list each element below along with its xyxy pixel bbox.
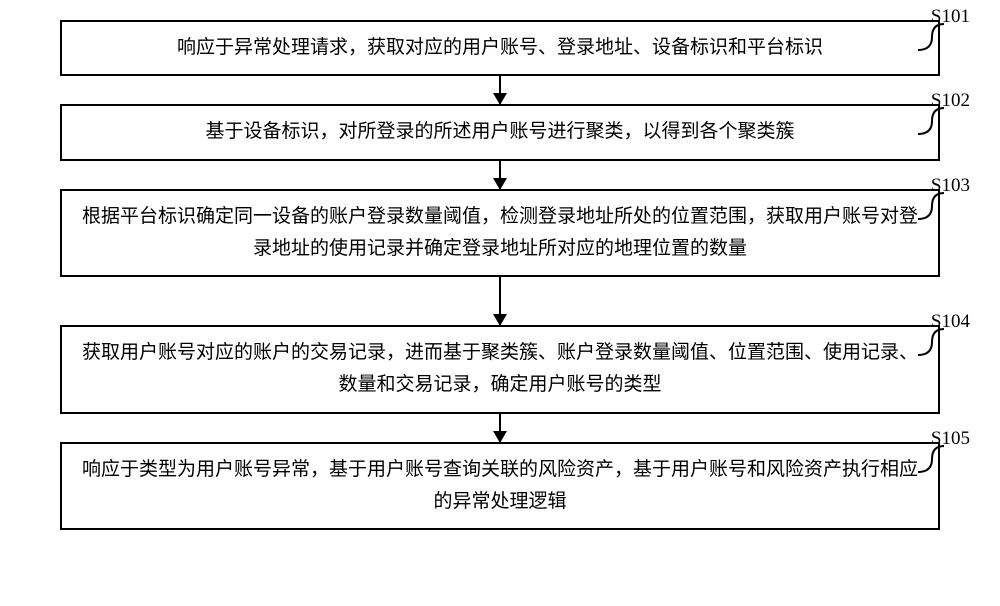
step-s103: 根据平台标识确定同一设备的账户登录数量阈值，检测登录地址所处的位置范围，获取用户… <box>30 189 970 278</box>
step-s104: 获取用户账号对应的账户的交易记录，进而基于聚类簇、账户登录数量阈值、位置范围、使… <box>30 325 970 414</box>
step-text: 响应于异常处理请求，获取对应的用户账号、登录地址、设备标识和平台标识 <box>177 32 823 64</box>
arrow-icon <box>499 76 501 104</box>
step-label: S105 <box>931 428 970 450</box>
step-label: S101 <box>931 6 970 28</box>
step-text: 获取用户账号对应的账户的交易记录，进而基于聚类簇、账户登录数量阈值、位置范围、使… <box>80 337 920 402</box>
step-text: 基于设备标识，对所登录的所述用户账号进行聚类，以得到各个聚类簇 <box>205 116 794 148</box>
flowchart-container: 响应于异常处理请求，获取对应的用户账号、登录地址、设备标识和平台标识 S101 … <box>30 20 970 530</box>
step-box: 获取用户账号对应的账户的交易记录，进而基于聚类簇、账户登录数量阈值、位置范围、使… <box>60 325 940 414</box>
arrow-icon <box>499 161 501 189</box>
step-s102: 基于设备标识，对所登录的所述用户账号进行聚类，以得到各个聚类簇 S102 <box>30 104 970 160</box>
arrow-icon <box>499 414 501 442</box>
arrow-icon <box>499 277 501 325</box>
step-label: S104 <box>931 311 970 333</box>
step-s105: 响应于类型为用户账号异常，基于用户账号查询关联的风险资产，基于用户账号和风险资产… <box>30 442 970 531</box>
step-text: 响应于类型为用户账号异常，基于用户账号查询关联的风险资产，基于用户账号和风险资产… <box>80 454 920 519</box>
step-label: S103 <box>931 175 970 197</box>
step-s101: 响应于异常处理请求，获取对应的用户账号、登录地址、设备标识和平台标识 S101 <box>30 20 970 76</box>
step-box: 基于设备标识，对所登录的所述用户账号进行聚类，以得到各个聚类簇 <box>60 104 940 160</box>
step-box: 根据平台标识确定同一设备的账户登录数量阈值，检测登录地址所处的位置范围，获取用户… <box>60 189 940 278</box>
step-box: 响应于异常处理请求，获取对应的用户账号、登录地址、设备标识和平台标识 <box>60 20 940 76</box>
step-box: 响应于类型为用户账号异常，基于用户账号查询关联的风险资产，基于用户账号和风险资产… <box>60 442 940 531</box>
step-label: S102 <box>931 90 970 112</box>
step-text: 根据平台标识确定同一设备的账户登录数量阈值，检测登录地址所处的位置范围，获取用户… <box>80 201 920 266</box>
